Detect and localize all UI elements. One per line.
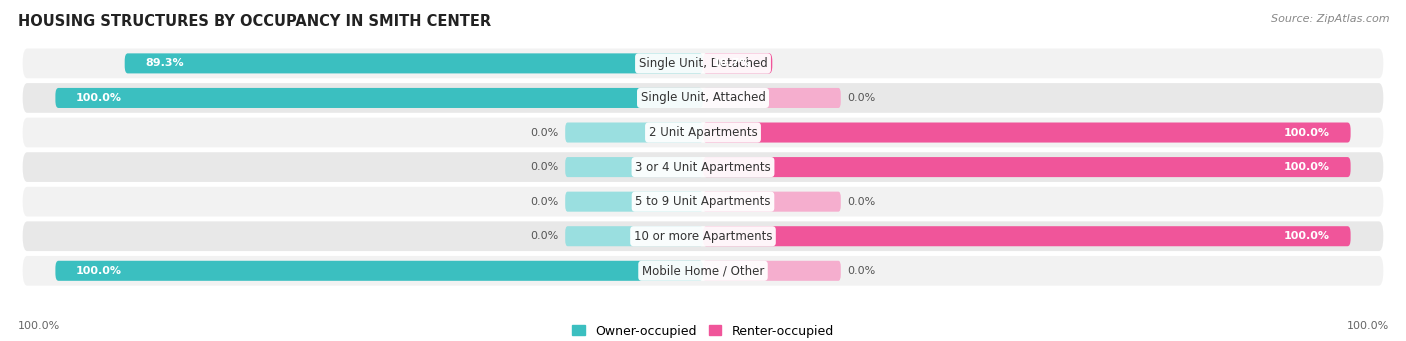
Legend: Owner-occupied, Renter-occupied: Owner-occupied, Renter-occupied	[568, 320, 838, 341]
FancyBboxPatch shape	[21, 116, 1385, 149]
Text: 0.0%: 0.0%	[530, 128, 558, 137]
Text: 100.0%: 100.0%	[1347, 321, 1389, 331]
Text: 10.7%: 10.7%	[713, 58, 752, 69]
FancyBboxPatch shape	[55, 261, 703, 281]
FancyBboxPatch shape	[703, 261, 841, 281]
FancyBboxPatch shape	[703, 157, 1351, 177]
FancyBboxPatch shape	[21, 81, 1385, 115]
Text: HOUSING STRUCTURES BY OCCUPANCY IN SMITH CENTER: HOUSING STRUCTURES BY OCCUPANCY IN SMITH…	[18, 14, 492, 29]
FancyBboxPatch shape	[21, 220, 1385, 253]
Text: 100.0%: 100.0%	[1284, 162, 1330, 172]
Text: 0.0%: 0.0%	[848, 197, 876, 207]
FancyBboxPatch shape	[565, 192, 703, 212]
Text: 0.0%: 0.0%	[530, 231, 558, 241]
FancyBboxPatch shape	[125, 53, 703, 73]
FancyBboxPatch shape	[565, 226, 703, 246]
Text: 10 or more Apartments: 10 or more Apartments	[634, 230, 772, 243]
Text: 100.0%: 100.0%	[76, 266, 122, 276]
FancyBboxPatch shape	[703, 88, 841, 108]
FancyBboxPatch shape	[21, 47, 1385, 80]
Text: Single Unit, Attached: Single Unit, Attached	[641, 91, 765, 104]
Text: 100.0%: 100.0%	[1284, 128, 1330, 137]
Text: 0.0%: 0.0%	[848, 266, 876, 276]
FancyBboxPatch shape	[703, 53, 772, 73]
FancyBboxPatch shape	[703, 226, 1351, 246]
Text: 5 to 9 Unit Apartments: 5 to 9 Unit Apartments	[636, 195, 770, 208]
FancyBboxPatch shape	[21, 150, 1385, 184]
Text: 89.3%: 89.3%	[145, 58, 184, 69]
Text: Source: ZipAtlas.com: Source: ZipAtlas.com	[1271, 14, 1389, 24]
Text: 100.0%: 100.0%	[76, 93, 122, 103]
Text: 3 or 4 Unit Apartments: 3 or 4 Unit Apartments	[636, 161, 770, 174]
Text: 0.0%: 0.0%	[530, 197, 558, 207]
Text: 100.0%: 100.0%	[1284, 231, 1330, 241]
FancyBboxPatch shape	[55, 88, 703, 108]
Text: Single Unit, Detached: Single Unit, Detached	[638, 57, 768, 70]
FancyBboxPatch shape	[21, 254, 1385, 287]
Text: 2 Unit Apartments: 2 Unit Apartments	[648, 126, 758, 139]
FancyBboxPatch shape	[21, 185, 1385, 218]
FancyBboxPatch shape	[565, 157, 703, 177]
FancyBboxPatch shape	[565, 122, 703, 143]
Text: 0.0%: 0.0%	[848, 93, 876, 103]
FancyBboxPatch shape	[703, 122, 1351, 143]
Text: 0.0%: 0.0%	[530, 162, 558, 172]
FancyBboxPatch shape	[703, 192, 841, 212]
Text: 100.0%: 100.0%	[18, 321, 60, 331]
Text: Mobile Home / Other: Mobile Home / Other	[641, 264, 765, 277]
